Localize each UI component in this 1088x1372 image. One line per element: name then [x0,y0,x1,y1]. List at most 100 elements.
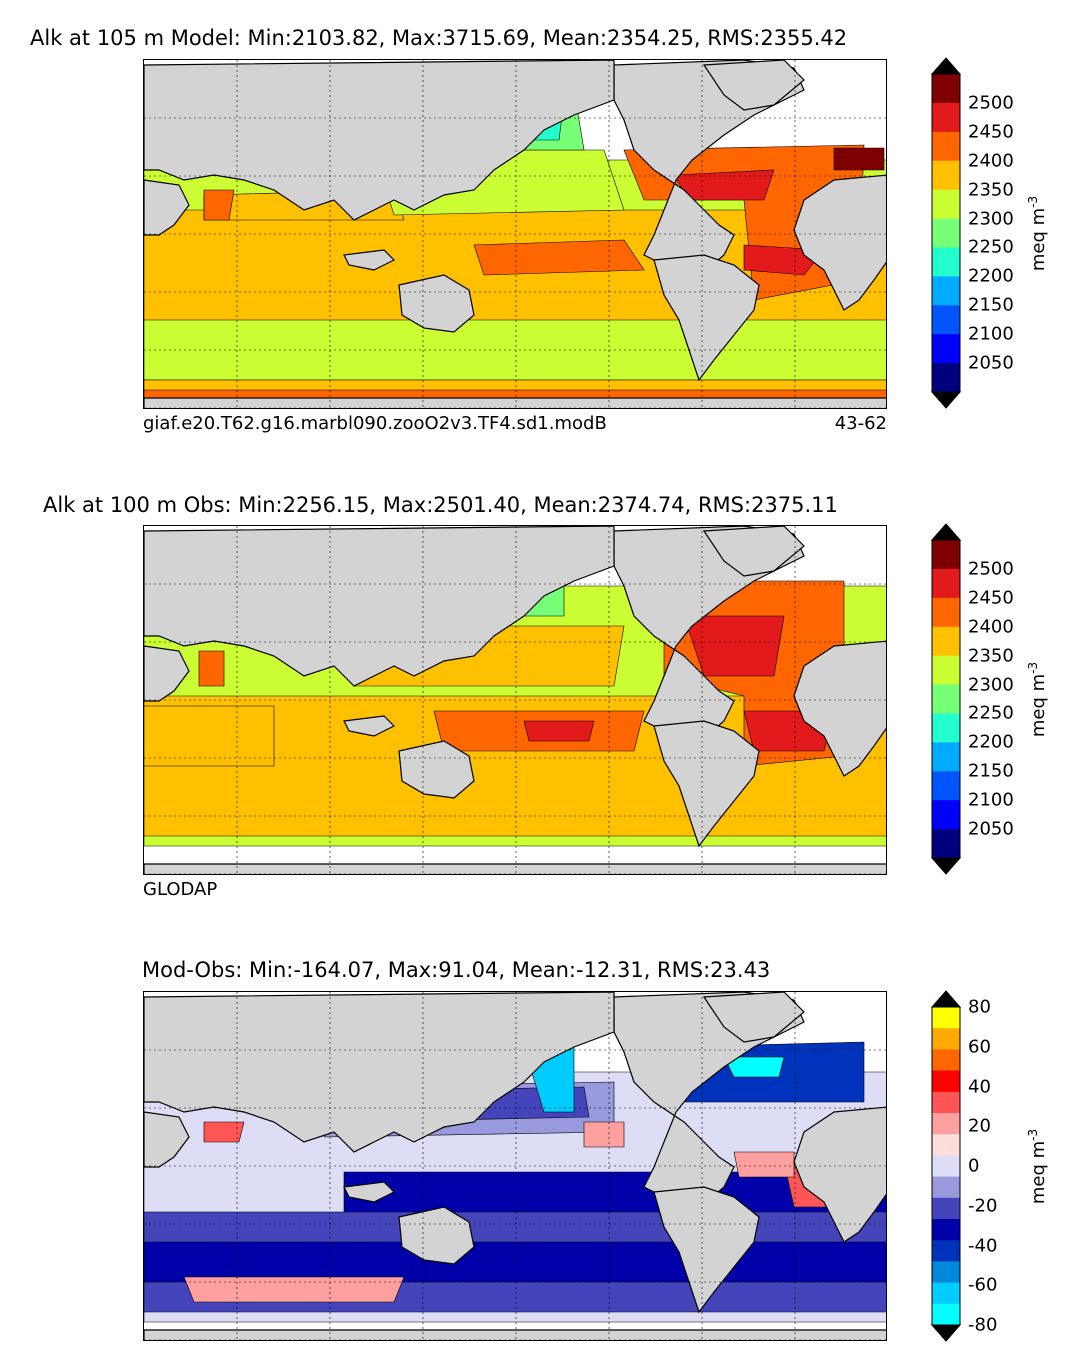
map-svg [144,526,886,874]
colorbar [930,57,962,409]
colorbar-unit-label: meq m-3 [1026,196,1049,271]
landmass-7 [144,397,886,408]
landmass-6 [398,1206,475,1265]
landmass-5 [144,179,190,236]
contour-region-5 [144,1241,886,1283]
colorbar-segment-14 [932,1303,960,1326]
panel-title: Alk at 100 m Obs: Min:2256.15, Max:2501.… [43,493,838,517]
landmass-4 [793,640,886,777]
colorbar-segment-1 [932,1028,960,1050]
caption-left: giaf.e20.T62.g16.marbl090.zooO2v3.TF4.sd… [143,413,607,434]
landmass-1 [702,992,805,1043]
colorbar-tick-label: -60 [968,1274,998,1296]
colorbar-extend-max [930,57,962,75]
landmass-3 [144,992,615,1153]
unit-base: meq m [1028,207,1050,272]
colorbar-tick-label: -20 [968,1195,998,1217]
caption-right: 43-62 [834,413,887,434]
colorbar-extend-max [930,990,962,1008]
landmass-8 [343,715,396,737]
colorbar-segment-6 [932,1134,960,1156]
colorbar-segment-3 [932,1070,960,1093]
contour-region-9 [203,1121,245,1143]
unit-base: meq m [1028,673,1050,738]
landmass-3 [144,526,615,687]
unit-base: meq m [1028,1140,1050,1205]
landmass-2 [653,254,760,382]
colorbar-segment-3 [932,626,960,657]
colorbar-tick-label: 2350 [968,179,1014,201]
colorbar-extend-min [930,857,962,875]
colorbar-tick-label: -80 [968,1314,998,1336]
colorbar-segment-8 [932,771,960,801]
colorbar-segment-9 [932,334,960,364]
colorbar-svg [930,523,962,875]
colorbar-tick-label: 2400 [968,150,1014,172]
colorbar-svg [930,990,962,1342]
colorbar-tick-label: 2100 [968,323,1014,345]
colorbar-tick-label: 2050 [968,818,1014,840]
contour-region-10 [198,650,225,687]
colorbar-tick-label: 20 [968,1115,991,1137]
map-plot [143,525,887,875]
colorbar-unit-label: meq m-3 [1026,662,1049,737]
panel-title: Alk at 105 m Model: Min:2103.82, Max:371… [30,26,848,50]
landmass-5 [144,1111,190,1168]
colorbar-tick-label: 2300 [968,674,1014,696]
colorbar-extend-min [930,391,962,409]
colorbar-segment-8 [932,305,960,335]
colorbar-segment-10 [932,829,960,859]
colorbar-unit-label: meq m-3 [1026,1129,1049,1204]
colorbar-segment-2 [932,131,960,162]
colorbar-segment-3 [932,160,960,191]
landmass-8 [343,249,396,271]
colorbar-segment-0 [932,540,960,570]
colorbar-segment-9 [932,1197,960,1220]
map-svg [144,60,886,408]
landmass-3 [144,60,615,221]
contour-region-4 [523,720,595,742]
colorbar-segment-1 [932,102,960,133]
unit-exponent: -3 [1026,1128,1041,1141]
colorbar-tick-label: 2200 [968,731,1014,753]
colorbar-tick-label: 2050 [968,352,1014,374]
colorbar-segment-0 [932,74,960,104]
colorbar [930,523,962,875]
colorbar-segment-11 [932,1240,960,1262]
landmass-7 [144,863,886,874]
colorbar-segment-4 [932,189,960,220]
colorbar-tick-label: 2100 [968,789,1014,811]
colorbar-segment-0 [932,1007,960,1029]
landmass-2 [653,1186,760,1314]
panel-title: Mod-Obs: Min:-164.07, Max:91.04, Mean:-1… [142,958,771,982]
unit-exponent: -3 [1026,195,1041,208]
colorbar-tick-label: 2350 [968,645,1014,667]
colorbar [930,990,962,1342]
contour-region-12 [183,1276,405,1303]
contour-region-9 [144,705,275,767]
colorbar-segment-8 [932,1176,960,1199]
landmass-6 [398,740,475,799]
contour-region-15 [833,147,885,171]
colorbar-segment-10 [932,1219,960,1241]
contour-region-14 [144,379,886,391]
colorbar-segment-10 [932,363,960,393]
unit-exponent: -3 [1026,661,1041,674]
colorbar-segment-5 [932,1113,960,1135]
colorbar-tick-label: 2450 [968,121,1014,143]
landmass-5 [144,645,190,702]
colorbar-tick-label: 2150 [968,760,1014,782]
colorbar-tick-label: 0 [968,1155,980,1177]
colorbar-segment-9 [932,800,960,830]
colorbar-segment-5 [932,218,960,248]
contour-region-6 [683,615,785,677]
colorbar-segment-7 [932,742,960,772]
colorbar-segment-6 [932,247,960,277]
colorbar-segment-1 [932,568,960,599]
contour-region-4 [473,239,645,276]
landmass-8 [343,1181,396,1203]
colorbar-segment-6 [932,713,960,743]
colorbar-segment-7 [932,276,960,306]
colorbar-tick-label: 2250 [968,236,1014,258]
colorbar-tick-label: 2150 [968,294,1014,316]
